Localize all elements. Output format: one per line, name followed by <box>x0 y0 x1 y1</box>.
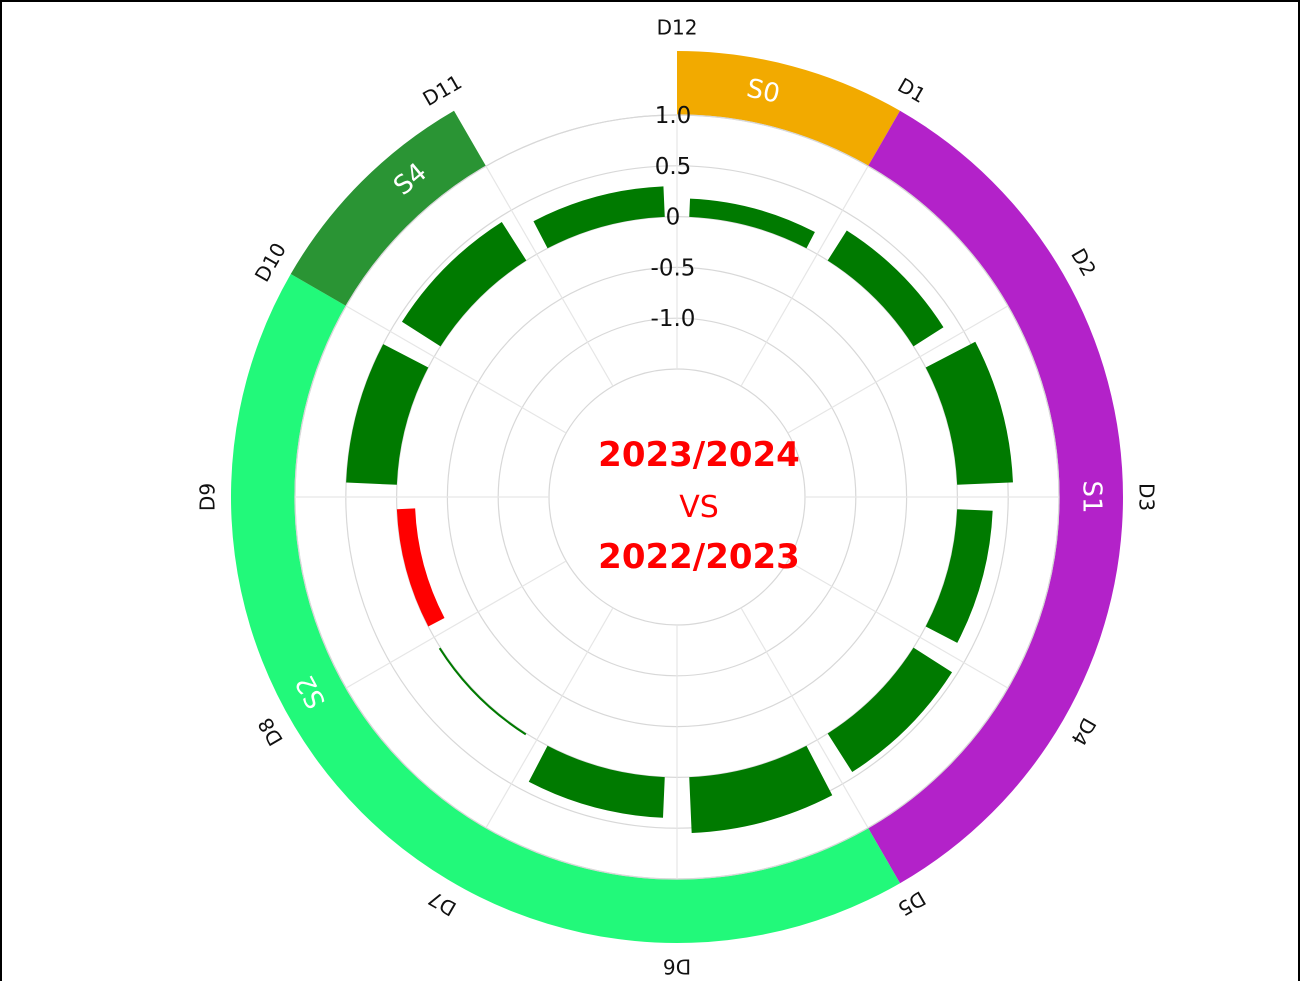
bar-d2 <box>925 341 1013 485</box>
season-arc-s2 <box>230 274 900 944</box>
category-label-d9: D9 <box>196 483 220 511</box>
bar-d11 <box>533 186 665 249</box>
tick-label: 0.5 <box>655 154 692 180</box>
category-label-d1: D1 <box>894 73 930 108</box>
category-label-d4: D4 <box>1066 714 1101 750</box>
grid-spoke <box>345 560 567 689</box>
center-line-3: 2022/2023 <box>598 537 800 577</box>
category-label-d11: D11 <box>419 70 466 111</box>
bar-d3 <box>925 509 993 643</box>
category-label-d5: D5 <box>894 886 930 921</box>
tick-label: 0 <box>666 205 681 231</box>
season-label-s0: S0 <box>744 73 783 109</box>
category-label-d3: D3 <box>1135 483 1159 511</box>
tick-label: 1.0 <box>655 103 692 129</box>
bar-d6 <box>528 745 665 818</box>
category-label-d6: D6 <box>663 955 691 979</box>
tick-label: -1.0 <box>651 306 696 332</box>
center-text: 2023/2024 VS 2022/2023 <box>598 435 800 577</box>
bar-d12 <box>689 198 815 249</box>
category-label-d12: D12 <box>657 16 698 40</box>
season-ring <box>230 51 1123 944</box>
category-label-d10: D10 <box>250 239 291 286</box>
grid-spoke <box>787 305 1009 434</box>
center-line-1: 2023/2024 <box>598 435 800 475</box>
radial-tick-labels: 1.0 0.5 0 -0.5 -1.0 <box>651 103 696 332</box>
data-bars <box>346 186 1013 833</box>
bar-d5 <box>689 745 833 833</box>
bar-d9 <box>346 344 429 485</box>
season-arc-s1 <box>868 110 1123 884</box>
grid-spoke <box>740 607 869 829</box>
grid-spoke <box>345 305 567 434</box>
bar-d7 <box>438 647 527 736</box>
grid-ring <box>548 368 806 626</box>
category-label-d8: D8 <box>253 714 288 750</box>
bar-d1 <box>827 230 944 347</box>
bar-d8 <box>396 508 445 627</box>
season-arc-s0 <box>677 51 900 167</box>
bar-d10 <box>401 221 527 347</box>
grid-spoke <box>787 560 1009 689</box>
season-label-s1: S1 <box>1077 480 1107 513</box>
grid-spoke <box>740 165 869 387</box>
grid-spoke <box>485 607 614 829</box>
category-label-d2: D2 <box>1066 244 1101 280</box>
category-label-d7: D7 <box>424 886 460 921</box>
grid-spoke <box>485 165 614 387</box>
season-arc-s4 <box>290 110 486 306</box>
tick-label: -0.5 <box>651 255 696 281</box>
chart-grid <box>294 114 1060 880</box>
center-line-2: VS <box>679 490 719 525</box>
grid-ring <box>497 317 857 677</box>
bar-d4 <box>827 647 953 773</box>
